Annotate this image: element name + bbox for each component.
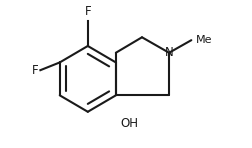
Text: OH: OH [120, 117, 138, 130]
Text: Me: Me [195, 35, 212, 45]
Text: F: F [84, 5, 91, 18]
Text: N: N [164, 46, 173, 59]
Text: F: F [32, 64, 38, 77]
